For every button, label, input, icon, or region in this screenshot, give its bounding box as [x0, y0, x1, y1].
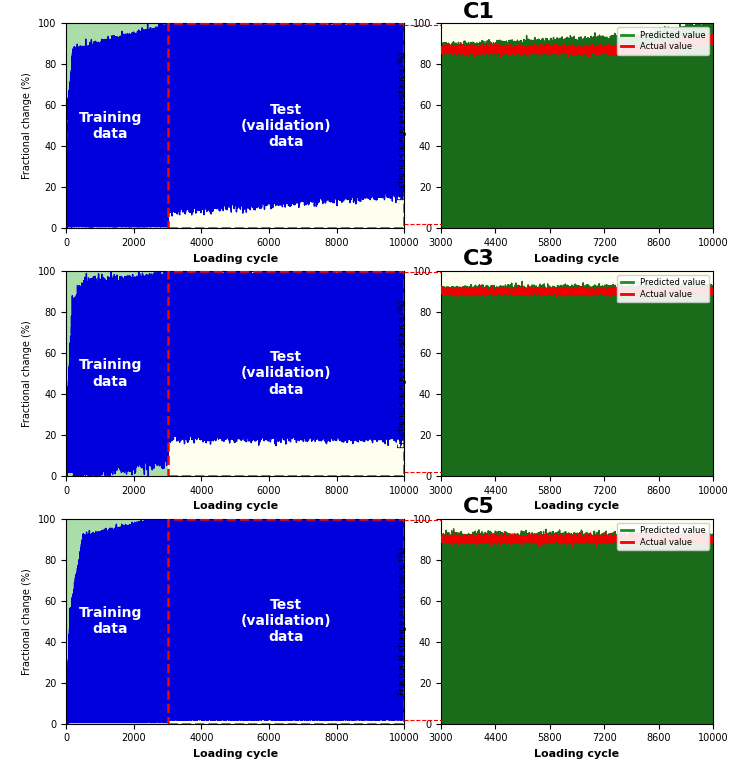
- Bar: [168, 23, 404, 228]
- Bar: [168, 519, 404, 724]
- Bar: [168, 271, 404, 476]
- X-axis label: Loading cycle: Loading cycle: [193, 502, 278, 512]
- Text: Test
(validation)
data: Test (validation) data: [240, 351, 331, 396]
- X-axis label: Loading cycle: Loading cycle: [534, 502, 620, 512]
- Text: C1: C1: [463, 2, 495, 22]
- X-axis label: Loading cycle: Loading cycle: [534, 254, 620, 264]
- Y-axis label: Fractional change (%): Fractional change (%): [23, 568, 32, 674]
- Text: C3: C3: [463, 249, 495, 269]
- Bar: [168, 23, 404, 228]
- X-axis label: Loading cycle: Loading cycle: [534, 749, 620, 759]
- Text: Test
(validation)
data: Test (validation) data: [240, 103, 331, 149]
- Text: Test
(validation)
data: Test (validation) data: [240, 598, 331, 644]
- Y-axis label: Fractional change (%): Fractional change (%): [23, 73, 32, 179]
- Bar: [66, 519, 168, 724]
- Text: Training
data: Training data: [79, 111, 142, 141]
- Y-axis label: Fractional change (%): Fractional change (%): [23, 320, 32, 426]
- Bar: [66, 23, 168, 228]
- Legend: Predicted value, Actual value: Predicted value, Actual value: [617, 522, 709, 550]
- Legend: Predicted value, Actual value: Predicted value, Actual value: [617, 27, 709, 54]
- Y-axis label: Fractional change in resistance (%): Fractional change in resistance (%): [398, 547, 407, 695]
- Bar: [168, 519, 404, 724]
- Y-axis label: Fractional change in resistance (%): Fractional change in resistance (%): [398, 52, 407, 200]
- Legend: Predicted value, Actual value: Predicted value, Actual value: [617, 275, 709, 302]
- X-axis label: Loading cycle: Loading cycle: [193, 254, 278, 264]
- Bar: [168, 271, 404, 476]
- Text: Training
data: Training data: [79, 358, 142, 389]
- Text: Training
data: Training data: [79, 606, 142, 636]
- Bar: [66, 271, 168, 476]
- Text: C5: C5: [463, 497, 495, 517]
- X-axis label: Loading cycle: Loading cycle: [193, 749, 278, 759]
- Y-axis label: Fractional change in resistance (%): Fractional change in resistance (%): [398, 300, 407, 447]
